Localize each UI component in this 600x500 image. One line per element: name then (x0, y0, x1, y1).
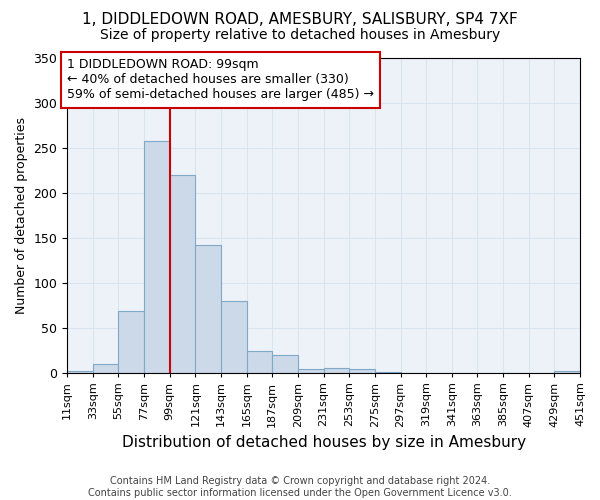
Y-axis label: Number of detached properties: Number of detached properties (15, 116, 28, 314)
Text: 1 DIDDLEDOWN ROAD: 99sqm
← 40% of detached houses are smaller (330)
59% of semi-: 1 DIDDLEDOWN ROAD: 99sqm ← 40% of detach… (67, 58, 374, 102)
Bar (170, 174, 196, 372)
Bar (349, 369, 375, 372)
Bar (298, 369, 323, 372)
Bar (67, 370, 93, 372)
X-axis label: Distribution of detached houses by size in Amesbury: Distribution of detached houses by size … (122, 435, 526, 450)
Bar (196, 244, 221, 372)
Bar (93, 364, 118, 372)
Bar (272, 354, 298, 372)
Bar (118, 312, 144, 372)
Text: Size of property relative to detached houses in Amesbury: Size of property relative to detached ho… (100, 28, 500, 42)
Text: Contains HM Land Registry data © Crown copyright and database right 2024.
Contai: Contains HM Land Registry data © Crown c… (88, 476, 512, 498)
Bar (323, 368, 349, 372)
Bar (144, 141, 170, 372)
Text: 1, DIDDLEDOWN ROAD, AMESBURY, SALISBURY, SP4 7XF: 1, DIDDLEDOWN ROAD, AMESBURY, SALISBURY,… (82, 12, 518, 28)
Bar (554, 370, 580, 372)
Bar (247, 351, 272, 372)
Bar (221, 302, 247, 372)
